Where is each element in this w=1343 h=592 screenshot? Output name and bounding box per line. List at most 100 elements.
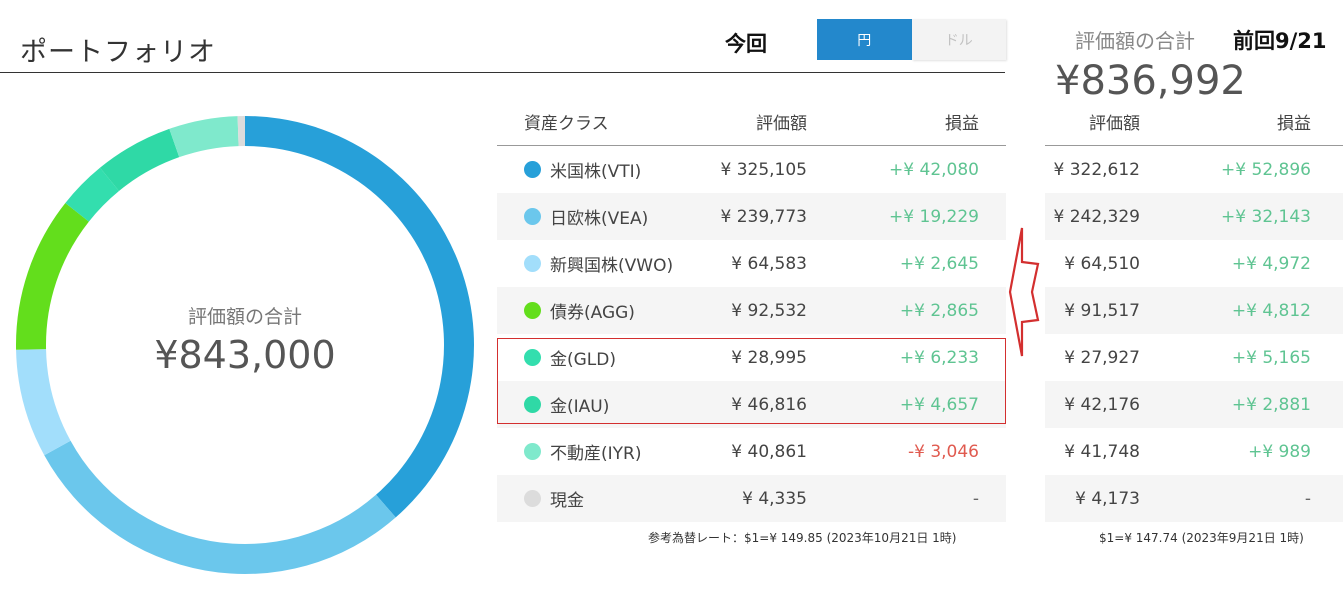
table-row: ¥ 42,176 +¥ 2,881 xyxy=(1045,381,1343,428)
table-row: ¥ 242,329 +¥ 32,143 xyxy=(1045,193,1343,240)
asset-name: 現金 xyxy=(550,491,584,511)
previous-value: ¥ 42,176 xyxy=(1064,394,1140,415)
previous-profit-loss: +¥ 4,812 xyxy=(1231,300,1311,321)
asset-name-cell: 不動産(IYR) xyxy=(497,439,697,464)
header-profit-loss: 損益 xyxy=(945,113,979,134)
previous-value: ¥ 242,329 xyxy=(1053,206,1140,227)
previous-total-value: ¥836,992 xyxy=(1055,58,1246,104)
asset-color-dot xyxy=(524,396,541,413)
previous-profit-loss: - xyxy=(1304,488,1311,509)
donut-center-label: 評価額の合計 xyxy=(187,306,302,328)
asset-name: 金(GLD) xyxy=(550,350,616,370)
asset-name: 米国株(VTI) xyxy=(550,162,642,182)
donut-slice-7 xyxy=(237,116,245,147)
donut-slice-2 xyxy=(16,349,71,456)
table-row: 現金 ¥ 4,335 - xyxy=(497,475,1006,522)
previous-value: ¥ 4,173 xyxy=(1075,488,1140,509)
asset-value: ¥ 40,861 xyxy=(731,441,807,462)
donut-slice-6 xyxy=(169,116,239,158)
exchange-rate-note-current: 参考為替レート：$1=¥ 149.85 (2023年10月21日 1時) xyxy=(648,531,957,545)
previous-value: ¥ 322,612 xyxy=(1053,159,1140,180)
table-header: 資産クラス 評価額 損益 xyxy=(497,97,1006,146)
previous-profit-loss: +¥ 5,165 xyxy=(1231,347,1311,368)
asset-color-dot xyxy=(524,255,541,272)
asset-profit-loss: +¥ 2,645 xyxy=(899,253,979,274)
previous-profit-loss: +¥ 4,972 xyxy=(1231,253,1311,274)
table-row: ¥ 4,173 - xyxy=(1045,475,1343,522)
current-label: 今回 xyxy=(725,32,767,56)
previous-table-header: 評価額 損益 xyxy=(1045,97,1343,146)
table-row: ¥ 91,517 +¥ 4,812 xyxy=(1045,287,1343,334)
table-row: 金(IAU) ¥ 46,816 +¥ 4,657 xyxy=(497,381,1006,428)
donut-center-value: ¥843,000 xyxy=(154,333,336,377)
previous-total-label: 評価額の合計 xyxy=(1075,29,1195,53)
asset-value: ¥ 4,335 xyxy=(742,488,807,509)
asset-profit-loss: +¥ 19,229 xyxy=(889,206,979,227)
asset-value: ¥ 28,995 xyxy=(731,347,807,368)
asset-value: ¥ 92,532 xyxy=(731,300,807,321)
previous-header-profit-loss: 損益 xyxy=(1277,113,1311,134)
table-row: 日欧株(VEA) ¥ 239,773 +¥ 19,229 xyxy=(497,193,1006,240)
previous-profit-loss: +¥ 32,143 xyxy=(1221,206,1311,227)
previous-header-value: 評価額 xyxy=(1089,113,1140,134)
yen-toggle-button[interactable]: 円 xyxy=(817,19,912,60)
previous-date-label: 前回9/21 xyxy=(1233,29,1327,53)
asset-profit-loss: +¥ 42,080 xyxy=(889,159,979,180)
donut-slice-1 xyxy=(44,440,396,574)
gold-rows-highlight xyxy=(497,338,1006,424)
table-row: ¥ 64,510 +¥ 4,972 xyxy=(1045,240,1343,287)
donut-slice-0 xyxy=(245,116,475,518)
table-row: 新興国株(VWO) ¥ 64,583 +¥ 2,645 xyxy=(497,240,1006,287)
page-title: ポートフォリオ xyxy=(20,37,216,68)
asset-name-cell: 現金 xyxy=(497,486,697,511)
asset-name: 日欧株(VEA) xyxy=(550,209,649,229)
table-row: 米国株(VTI) ¥ 325,105 +¥ 42,080 xyxy=(497,146,1006,193)
title-divider xyxy=(0,72,1005,73)
dollar-toggle-button[interactable]: ドル xyxy=(911,19,1006,60)
asset-name-cell: 米国株(VTI) xyxy=(497,157,697,182)
current-portfolio-table: 資産クラス 評価額 損益 米国株(VTI) ¥ 325,105 +¥ 42,080 日… xyxy=(497,97,1006,522)
currency-toggle: 円 ドル xyxy=(817,19,1006,60)
table-row: 不動産(IYR) ¥ 40,861 -¥ 3,046 xyxy=(497,428,1006,475)
previous-profit-loss: +¥ 989 xyxy=(1248,441,1311,462)
previous-value: ¥ 91,517 xyxy=(1064,300,1140,321)
asset-profit-loss: +¥ 6,233 xyxy=(899,347,979,368)
previous-portfolio-table: 評価額 損益 ¥ 322,612 +¥ 52,896 ¥ 242,329 +¥ 32,… xyxy=(1045,97,1343,522)
asset-name: 新興国株(VWO) xyxy=(550,256,674,276)
previous-value: ¥ 41,748 xyxy=(1064,441,1140,462)
asset-color-dot xyxy=(524,349,541,366)
asset-color-dot xyxy=(524,443,541,460)
header-value: 評価額 xyxy=(756,113,807,134)
asset-name: 債券(AGG) xyxy=(550,303,635,323)
asset-value: ¥ 46,816 xyxy=(731,394,807,415)
asset-name: 金(IAU) xyxy=(550,397,610,417)
table-row: 金(GLD) ¥ 28,995 +¥ 6,233 xyxy=(497,334,1006,381)
asset-profit-loss: +¥ 2,865 xyxy=(899,300,979,321)
donut-slice-4 xyxy=(65,167,119,222)
asset-name-cell: 金(GLD) xyxy=(497,345,697,370)
portfolio-donut-chart xyxy=(16,116,475,574)
previous-profit-loss: +¥ 52,896 xyxy=(1221,159,1311,180)
comparison-arrow-icon xyxy=(1008,227,1040,357)
asset-profit-loss: - xyxy=(972,488,979,509)
asset-profit-loss: -¥ 3,046 xyxy=(907,441,979,462)
asset-color-dot xyxy=(524,302,541,319)
table-row: ¥ 41,748 +¥ 989 xyxy=(1045,428,1343,475)
exchange-rate-note-previous: $1=¥ 147.74 (2023年9月21日 1時) xyxy=(1099,531,1304,545)
table-row: ¥ 27,927 +¥ 5,165 xyxy=(1045,334,1343,381)
donut-slice-5 xyxy=(99,128,180,191)
header-asset-class: 資産クラス xyxy=(524,113,609,134)
table-row: 債券(AGG) ¥ 92,532 +¥ 2,865 xyxy=(497,287,1006,334)
previous-value: ¥ 27,927 xyxy=(1064,347,1140,368)
asset-value: ¥ 325,105 xyxy=(720,159,807,180)
asset-profit-loss: +¥ 4,657 xyxy=(899,394,979,415)
asset-name: 不動産(IYR) xyxy=(550,444,642,464)
asset-value: ¥ 239,773 xyxy=(720,206,807,227)
asset-color-dot xyxy=(524,490,541,507)
asset-name-cell: 新興国株(VWO) xyxy=(497,251,697,276)
asset-name-cell: 日欧株(VEA) xyxy=(497,204,697,229)
previous-profit-loss: +¥ 2,881 xyxy=(1231,394,1311,415)
asset-color-dot xyxy=(524,161,541,178)
previous-value: ¥ 64,510 xyxy=(1064,253,1140,274)
asset-name-cell: 金(IAU) xyxy=(497,392,697,417)
